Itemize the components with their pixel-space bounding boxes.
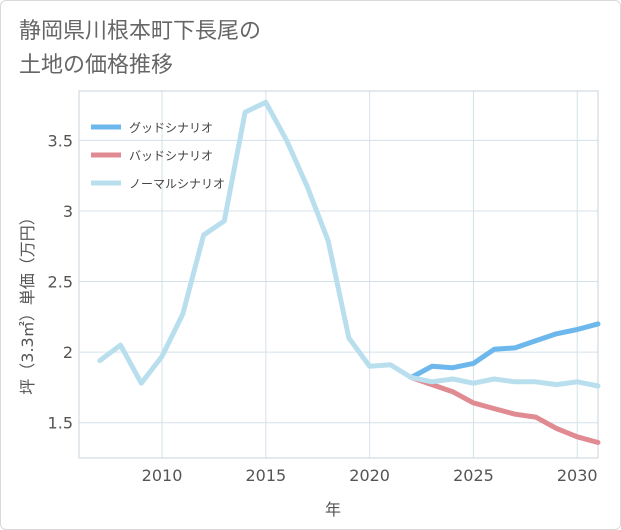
y-tick-label: 2.5 (48, 273, 73, 292)
x-tick-label: 2030 (557, 466, 598, 485)
series-line-3 (97, 99, 601, 389)
plot-frame (78, 90, 599, 459)
x-tick-label: 2015 (245, 466, 286, 485)
legend-label: ノーマルシナリオ (129, 177, 225, 191)
gridlines (79, 91, 598, 458)
y-tick-label: 3.5 (48, 131, 73, 150)
x-tick-label: 2020 (349, 466, 390, 485)
x-tick-labels: 2010 2015 2020 2025 2030 (142, 466, 598, 485)
x-tick-label: 2025 (453, 466, 494, 485)
series-line-1 (408, 321, 601, 380)
series-lines (97, 99, 601, 445)
x-tick-label: 2010 (142, 466, 183, 485)
chart-title: 静岡県川根本町下長尾の 土地の価格推移 (19, 19, 262, 78)
legend-label: グッドシナリオ (129, 121, 213, 135)
legend-label: バッドシナリオ (129, 149, 213, 163)
y-axis-title: 坪（3.3㎡）単価（万円） (18, 209, 37, 394)
y-tick-label: 1.5 (48, 414, 73, 433)
y-tick-labels: 1.5 2 2.5 3 3.5 (48, 131, 73, 432)
x-axis-title: 年 (325, 500, 341, 519)
series-line-2 (408, 375, 601, 445)
y-tick-label: 3 (63, 202, 73, 221)
y-tick-label: 2 (63, 343, 73, 362)
